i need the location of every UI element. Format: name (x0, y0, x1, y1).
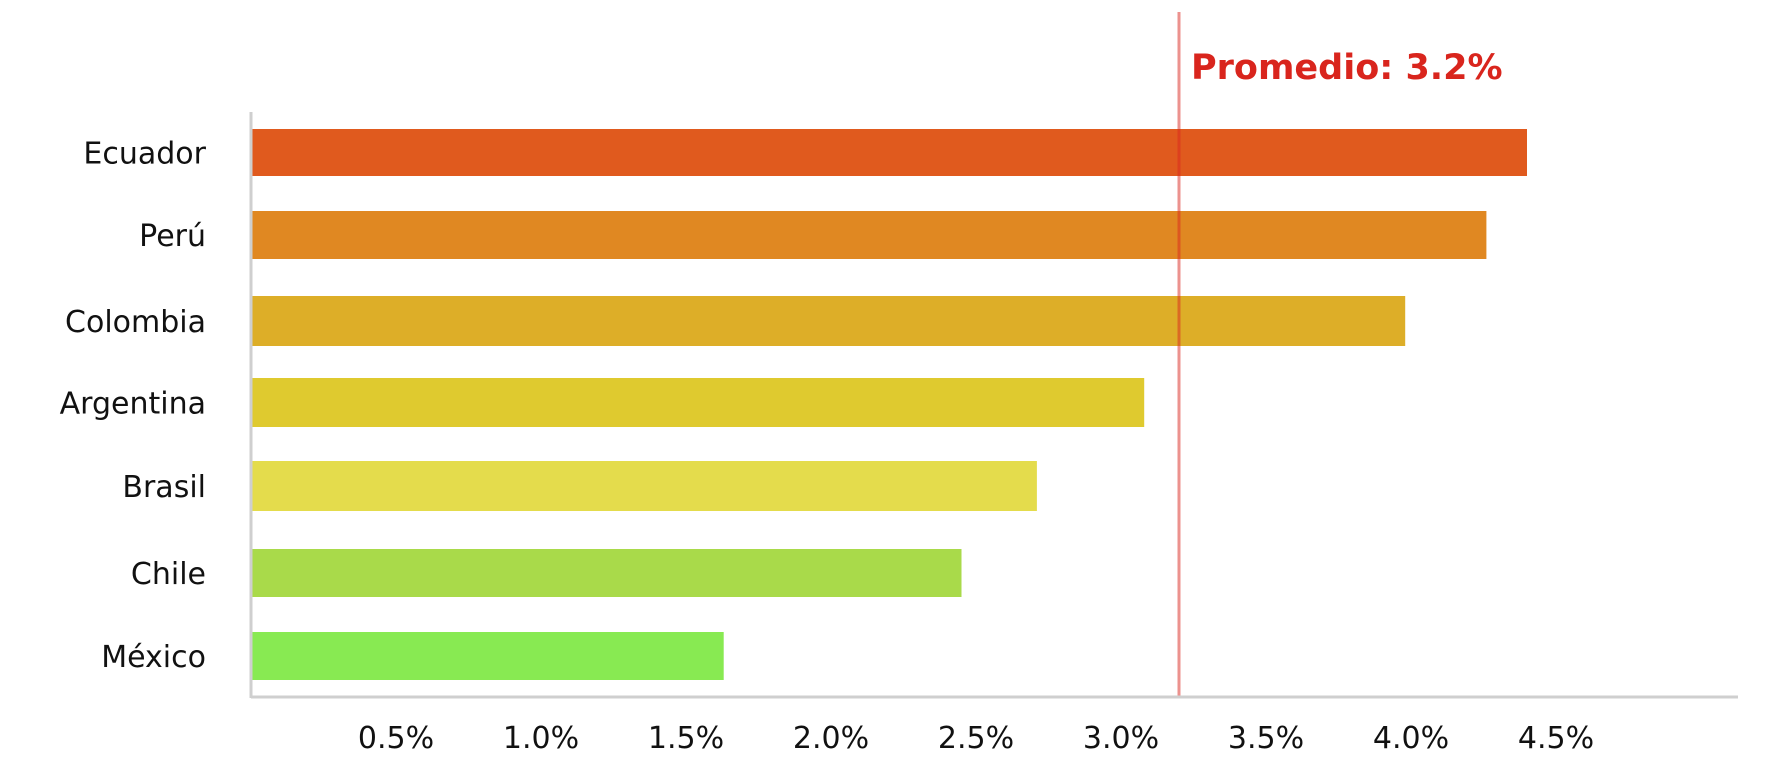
bar-argentina (251, 378, 1145, 427)
x-tick-label: 4.5% (1518, 721, 1594, 756)
category-label: Colombia (65, 305, 206, 340)
bar-chile (251, 549, 962, 597)
x-tick-label: 3.0% (1083, 721, 1159, 756)
x-tick-label: 4.0% (1373, 721, 1449, 756)
category-label: México (101, 640, 206, 675)
category-label: Perú (139, 219, 206, 254)
x-tick-label: 2.0% (793, 721, 869, 756)
x-tick-label: 0.5% (358, 721, 434, 756)
bar-brasil (251, 461, 1037, 511)
category-label: Brasil (122, 470, 206, 505)
bar-ecuador (251, 129, 1527, 176)
x-tick-labels: 0.5% 1.0% 1.5% 2.0% 2.5% 3.0% 3.5% 4.0% 4.5% (358, 721, 1594, 756)
bar-perú (251, 211, 1487, 259)
axes-layer (249, 112, 1738, 699)
x-tick-label: 2.5% (938, 721, 1014, 756)
x-tick-label: 3.5% (1228, 721, 1304, 756)
bar-colombia (251, 296, 1406, 346)
category-label: Argentina (60, 387, 206, 422)
bars-layer (251, 129, 1527, 680)
bar-méxico (251, 632, 724, 680)
category-label: Chile (131, 557, 206, 592)
x-tick-label: 1.0% (503, 721, 579, 756)
category-labels: Ecuador Perú Colombia Argentina Brasil Chile M… (60, 137, 207, 676)
category-label: Ecuador (83, 137, 206, 172)
average-line-group: Promedio: 3.2% (1177, 12, 1503, 697)
average-label: Promedio: 3.2% (1191, 48, 1503, 88)
x-tick-label: 1.5% (648, 721, 724, 756)
